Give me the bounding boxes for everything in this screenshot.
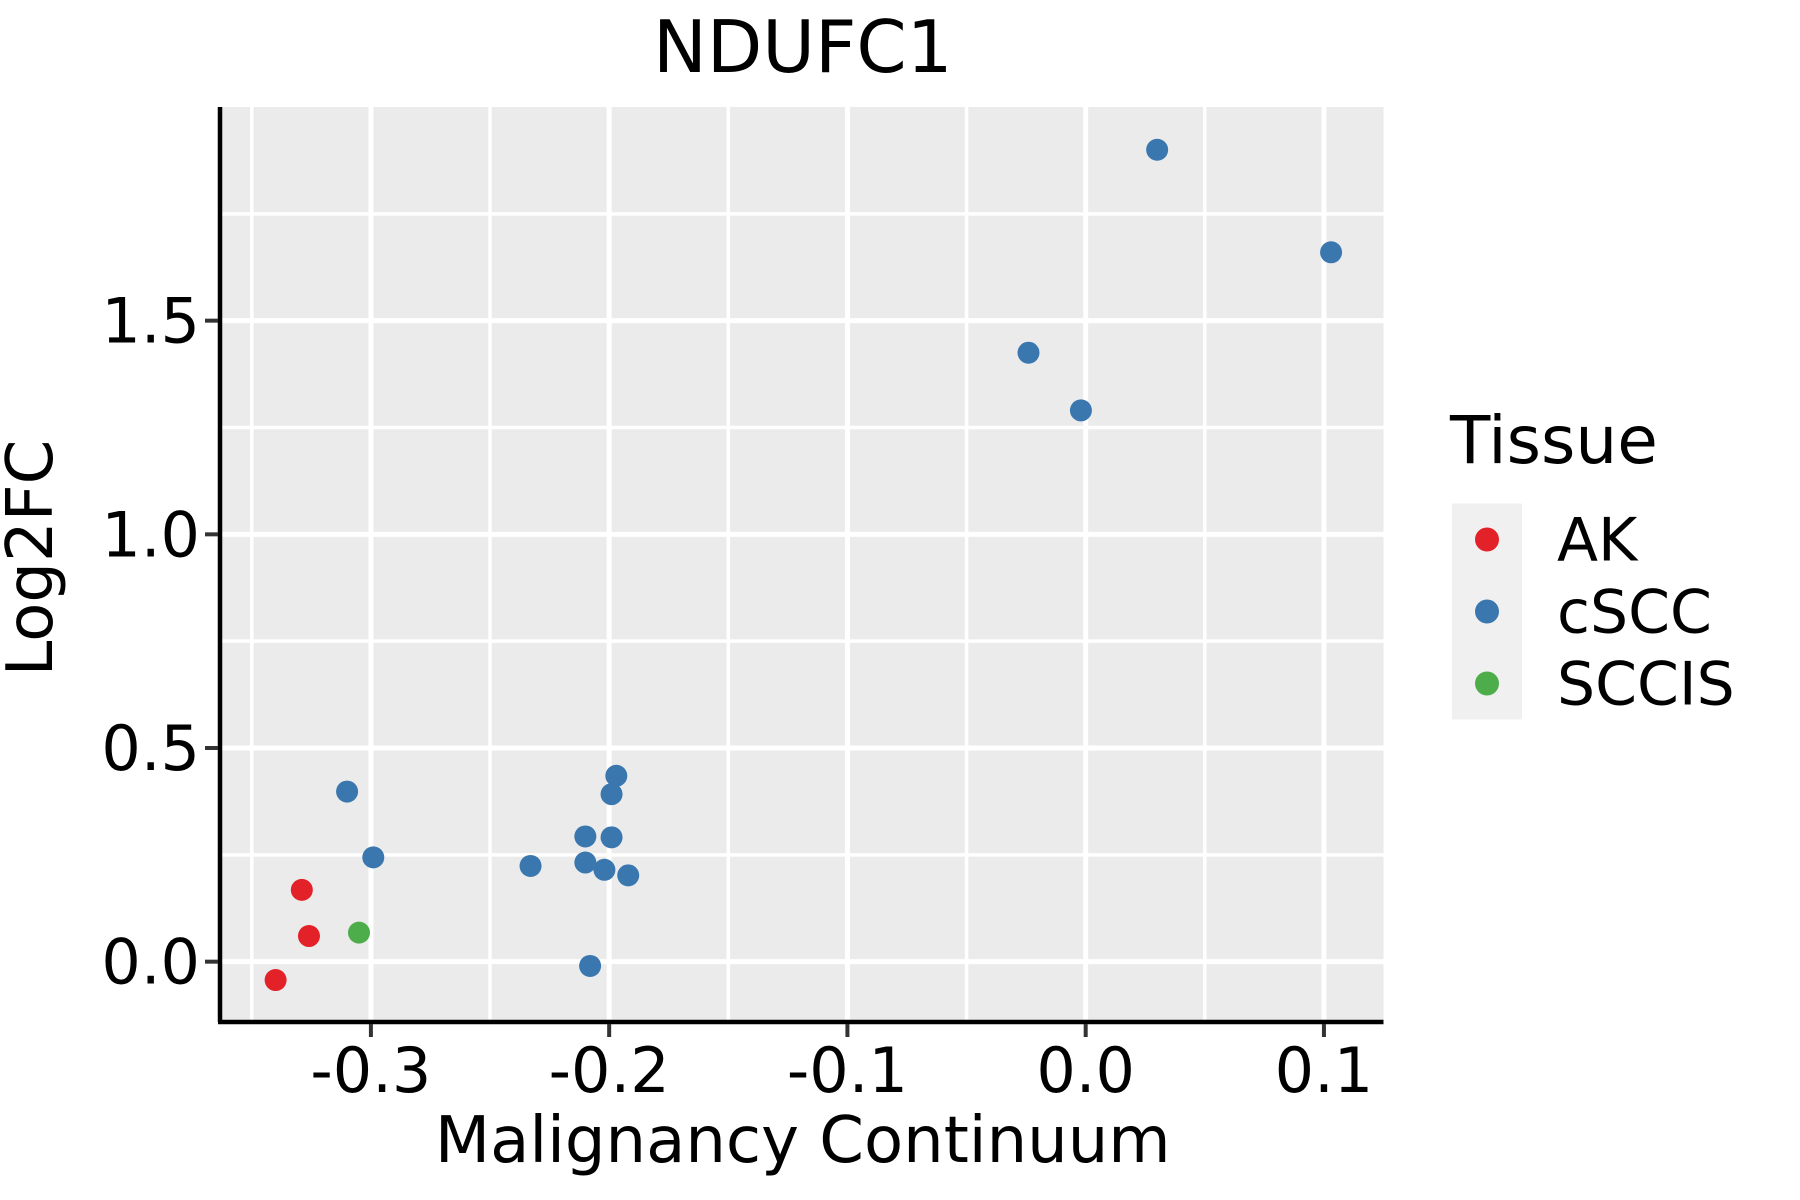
- x-tick-label: -0.3: [310, 1034, 431, 1107]
- series-cSCC: [336, 138, 1343, 977]
- data-point-cSCC: [1069, 399, 1092, 422]
- data-point-cSCC: [362, 846, 385, 869]
- data-point-cSCC: [600, 783, 623, 806]
- data-point-AK: [297, 925, 320, 948]
- data-point-SCCIS: [347, 921, 370, 944]
- data-point-cSCC: [574, 851, 597, 874]
- y-tick-label: 1.0: [101, 498, 200, 571]
- axis-lines: [217, 107, 1384, 1025]
- data-point-AK: [290, 878, 313, 901]
- data-point-cSCC: [579, 954, 602, 977]
- y-axis-title: Log2FC: [0, 440, 68, 677]
- y-tick-label: 0.0: [101, 926, 200, 999]
- data-point-cSCC: [617, 864, 640, 887]
- legend-label-SCCIS: SCCIS: [1557, 650, 1735, 720]
- series-SCCIS: [347, 921, 370, 944]
- data-point-cSCC: [336, 780, 359, 803]
- tick-marks: [205, 318, 1326, 1037]
- data-point-cSCC: [1146, 138, 1169, 161]
- y-tick-label: 1.5: [101, 285, 200, 358]
- data-point-cSCC: [605, 764, 628, 787]
- data-point-cSCC: [1320, 241, 1343, 264]
- series-AK: [264, 878, 320, 992]
- data-point-cSCC: [600, 826, 623, 849]
- legend-dot-cSCC: [1475, 599, 1499, 624]
- x-axis-title: Malignancy Continuum: [435, 1104, 1171, 1178]
- x-tick-label: 0.0: [1036, 1034, 1135, 1107]
- data-point-cSCC: [593, 858, 616, 881]
- x-tick-label: -0.2: [549, 1034, 670, 1107]
- minor-gridlines: [222, 107, 1384, 1020]
- plot-panel: [222, 107, 1384, 1020]
- x-tick-label: -0.1: [787, 1034, 908, 1107]
- data-point-AK: [264, 969, 287, 992]
- data-point-cSCC: [574, 825, 597, 848]
- legend-label-AK: AK: [1557, 506, 1639, 576]
- plot-title: NDUFC1: [653, 5, 953, 89]
- x-tick-label: 0.1: [1275, 1034, 1374, 1107]
- data-point-cSCC: [1017, 341, 1040, 364]
- legend-title: Tissue: [1449, 402, 1658, 479]
- legend-dot-SCCIS: [1475, 671, 1499, 696]
- legend-dot-AK: [1475, 527, 1499, 552]
- legend-label-cSCC: cSCC: [1557, 578, 1712, 648]
- y-tick-label: 0.5: [101, 712, 200, 785]
- data-point-cSCC: [519, 854, 542, 877]
